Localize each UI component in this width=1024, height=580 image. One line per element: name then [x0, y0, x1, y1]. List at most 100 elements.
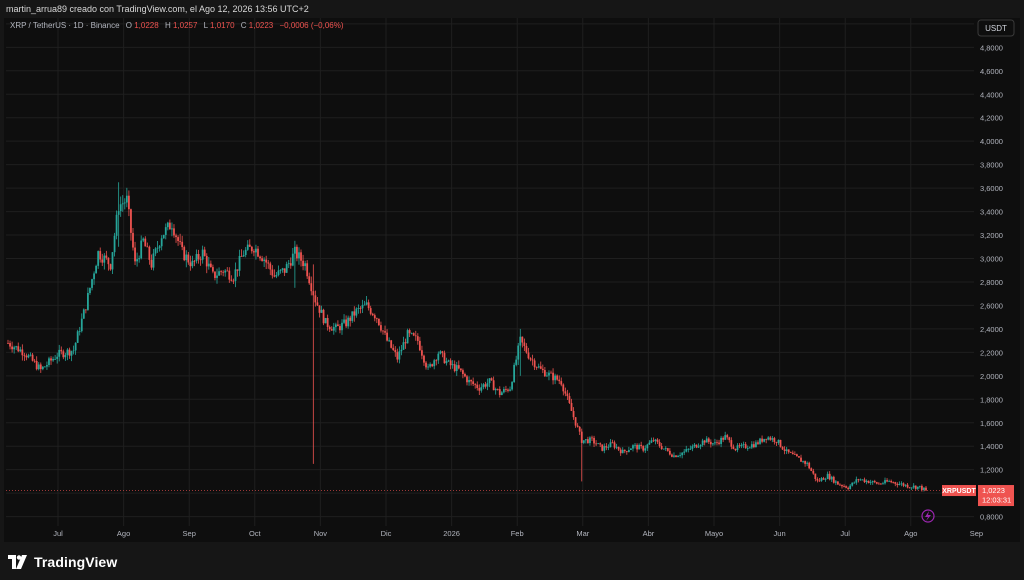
candle-body [466, 376, 468, 383]
candle-body [599, 443, 602, 445]
candle-body [416, 336, 419, 341]
candle-body [300, 252, 302, 261]
candle-body [720, 437, 722, 444]
candle-body [630, 448, 632, 451]
candle-body [533, 360, 536, 368]
candle [330, 326, 333, 331]
candle [123, 198, 126, 210]
candle [658, 439, 661, 448]
candle [25, 353, 28, 361]
candle-body [105, 255, 108, 258]
candle-body [886, 480, 888, 482]
candle [349, 315, 352, 327]
candle-body [37, 364, 40, 370]
currency-label: USDT [985, 24, 1007, 33]
candle [576, 423, 579, 428]
candle [814, 473, 817, 482]
candle [308, 272, 311, 285]
candle-body [130, 209, 132, 233]
candle-body [230, 279, 233, 281]
candle [718, 439, 720, 446]
tradingview-wordmark: TradingView [34, 554, 118, 570]
candle [285, 261, 288, 274]
price-axis[interactable]: 0,80001,00001,20001,40001,60001,80002,00… [974, 18, 1020, 542]
candle [384, 325, 386, 335]
time-axis[interactable]: Jul Ago Sep Oct Nov Dic 2026 Feb Mar Abr Mayo Jun Ju… [53, 529, 983, 538]
candle [812, 468, 815, 475]
candle-body [785, 449, 788, 451]
candle [205, 253, 208, 274]
candle-body [277, 270, 280, 275]
candle [521, 336, 524, 348]
candle [435, 359, 438, 366]
tradingview-logo[interactable]: TradingView [8, 552, 117, 572]
candle-body [89, 287, 91, 294]
candle [839, 483, 841, 486]
candle-body [312, 291, 315, 296]
candle-body [535, 367, 538, 368]
candle [781, 446, 784, 451]
candle [68, 347, 71, 359]
candle-body [611, 442, 614, 444]
candle-body [683, 451, 686, 453]
time-tick-label: Sep [970, 529, 983, 538]
candle [33, 358, 36, 363]
candle-body [142, 238, 145, 241]
candle [752, 441, 755, 449]
candle [902, 482, 905, 488]
price-axis-bg [974, 18, 1020, 542]
currency-button[interactable]: USDT [977, 19, 1015, 37]
candle-body [369, 308, 372, 314]
price-tick-label: 2,4000 [980, 325, 1003, 334]
candle [99, 247, 102, 263]
lightning-icon[interactable] [921, 509, 935, 523]
candle [488, 378, 491, 388]
candle-body [140, 240, 143, 259]
candle [89, 287, 91, 295]
candle-body [605, 446, 608, 448]
candle-body [99, 251, 102, 260]
candle [74, 342, 77, 355]
candle-body [681, 452, 684, 456]
candle-body [752, 444, 755, 448]
candle-body [755, 442, 757, 448]
price-tick-label: 4,6000 [980, 67, 1003, 76]
candle [345, 315, 348, 329]
candle-body [744, 444, 747, 449]
candle [162, 234, 165, 239]
candle [52, 356, 54, 362]
candle-body [668, 450, 671, 455]
candle [462, 368, 464, 379]
candle [412, 332, 415, 337]
candle [187, 251, 190, 265]
candle [199, 256, 202, 266]
candle [472, 377, 475, 386]
candle-body [906, 484, 909, 488]
chart-frame[interactable]: 0,80001,00001,20001,40001,60001,80002,00… [4, 18, 1020, 542]
candle-body [716, 442, 718, 444]
candle [375, 317, 378, 324]
candle [562, 383, 565, 396]
candle-body [345, 319, 348, 327]
price-chart[interactable]: 0,80001,00001,20001,40001,60001,80002,00… [4, 18, 1020, 542]
candle [261, 255, 263, 262]
candle-body [109, 264, 112, 270]
candle-body [566, 393, 569, 397]
candle [316, 296, 319, 306]
candle-body [691, 446, 694, 449]
candle [279, 269, 282, 274]
candle [793, 451, 796, 455]
candle-body [519, 336, 522, 346]
candle [392, 344, 395, 352]
footer: TradingView [0, 542, 1024, 580]
candle [404, 338, 407, 349]
candle [371, 312, 374, 317]
candle-body [828, 473, 831, 480]
candle-body [273, 275, 276, 277]
candle [82, 308, 85, 319]
candle-body [836, 481, 839, 485]
candle-body [349, 317, 352, 321]
candle [421, 345, 423, 360]
candle [64, 352, 67, 361]
candle-body [826, 473, 829, 479]
